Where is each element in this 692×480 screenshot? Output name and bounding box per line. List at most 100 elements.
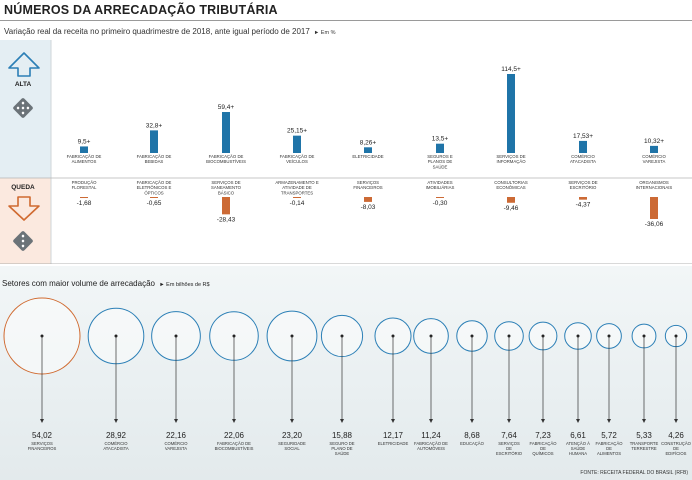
sector-category-label: COMÉRCIO VAREJISTA xyxy=(164,441,188,451)
subtitle-text: Variação real da receita no primeiro qua… xyxy=(4,27,310,36)
chart-subtitle: Variação real da receita no primeiro qua… xyxy=(4,27,335,36)
sector-title: Setores com maior volume de arrecadação … xyxy=(2,279,210,288)
alta-bar xyxy=(150,130,158,153)
sector-value-label: 12,17 xyxy=(383,431,404,440)
arrow-down-icon xyxy=(8,196,40,221)
queda-category-label: SERVIÇOS FINANCEIROS xyxy=(353,180,382,190)
alta-category-label: SERVIÇOS DE INFORMAÇÃO xyxy=(496,154,526,164)
alta-bar xyxy=(507,74,515,153)
alta-category-label: FABRICAÇÃO DE VEÍCULOS xyxy=(280,154,315,164)
page-title: NÚMEROS DA ARRECADAÇÃO TRIBUTÁRIA xyxy=(4,3,278,17)
variation-chart: ALTA QUEDA 9,5+ FABRICAÇÃO DE ALIMENTOS 32,… xyxy=(0,40,692,264)
sector-value-label: 22,06 xyxy=(224,431,245,440)
sector-leader-arrow xyxy=(429,419,433,423)
queda-value-label: -28,43 xyxy=(217,216,236,223)
queda-value-label: -0,30 xyxy=(433,200,448,207)
sector-category-label: COMÉRCIO ATACADISTA xyxy=(103,441,129,451)
alta-bar xyxy=(293,135,301,153)
alta-category-label: COMÉRCIO VAREJISTA xyxy=(642,154,666,164)
alta-bar-group: 9,5+ FABRICAÇÃO DE ALIMENTOS xyxy=(67,138,102,164)
queda-bar xyxy=(436,197,444,198)
queda-value-label: -4,37 xyxy=(576,202,591,209)
queda-bar xyxy=(579,197,587,200)
queda-value-label: -1,68 xyxy=(77,200,92,207)
alta-label: ALTA xyxy=(15,81,32,88)
queda-label: QUEDA xyxy=(11,184,35,191)
dice-icon xyxy=(13,231,33,251)
sector-leader-arrow xyxy=(174,419,178,423)
alta-value-label: 25,15+ xyxy=(287,128,307,135)
sector-leader-arrow xyxy=(674,419,678,423)
alta-bar xyxy=(80,146,88,153)
sector-leader-arrow xyxy=(507,419,511,423)
sector-leader-arrow xyxy=(232,419,236,423)
alta-bar xyxy=(579,140,587,153)
queda-bar-group: CONSULTORIAS ECONÔMICAS -9,46 xyxy=(494,180,528,212)
source-footer: FONTE: RECEITA FEDERAL DO BRASIL (RFB) xyxy=(580,470,688,476)
alta-bar-group: 8,26+ ELETRICIDADE xyxy=(352,139,383,159)
queda-bar-group: SERVIÇOS DE ESCRITÓRIO -4,37 xyxy=(568,180,597,209)
sector-value-label: 22,16 xyxy=(166,431,187,440)
sector-leader-arrow xyxy=(391,419,395,423)
sector-category-label: TRANSPORTE TERRESTRE xyxy=(630,441,659,451)
queda-value-label: -36,06 xyxy=(645,221,664,228)
alta-category-label: COMÉRCIO ATACADISTA xyxy=(570,154,596,164)
queda-bar-group: ATIVIDADES IMOBILIÁRIAS -0,30 xyxy=(426,180,455,207)
queda-bar-group: SERVIÇOS DE SANEAMENTO BÁSICO -28,43 xyxy=(211,180,242,223)
queda-category-label: CONSULTORIAS ECONÔMICAS xyxy=(494,180,528,190)
queda-bar-group: FABRICAÇÃO DE ELETRÔNICOS E ÓPTICOS -0,65 xyxy=(137,180,172,207)
queda-bar-group: SERVIÇOS FINANCEIROS -8,03 xyxy=(353,180,382,211)
alta-bar-group: 114,5+ SERVIÇOS DE INFORMAÇÃO xyxy=(496,66,526,164)
sector-category-label: FABRICAÇÃO DE QUÍMICOS xyxy=(530,441,558,456)
alta-bar-group: 32,8+ FABRICAÇÃO DE BEBIDAS xyxy=(137,122,172,164)
queda-category-label: FABRICAÇÃO DE ELETRÔNICOS E ÓPTICOS xyxy=(137,180,172,195)
sector-category-label: EDUCAÇÃO xyxy=(460,441,484,446)
alta-value-label: 17,53+ xyxy=(573,133,593,140)
arrow-up-icon xyxy=(8,52,40,77)
queda-value-label: -0,65 xyxy=(147,200,162,207)
sector-section-bg xyxy=(0,266,692,480)
sector-value-label: 15,88 xyxy=(332,431,353,440)
queda-bar xyxy=(364,197,372,202)
sector-category-label: CONSTRUÇÃO DE EDIFÍCIOS xyxy=(661,441,692,456)
sector-leader-arrow xyxy=(642,419,646,423)
queda-bar xyxy=(150,197,158,198)
queda-bar-group: PRODUÇÃO FLORESTAL -1,68 xyxy=(72,180,97,207)
sector-category-label: FABRICAÇÃO DE ALIMENTOS xyxy=(596,441,624,456)
sector-value-label: 7,64 xyxy=(501,431,517,440)
alta-bar xyxy=(650,145,658,153)
alta-value-label: 8,26+ xyxy=(360,139,377,146)
queda-category-label: SERVIÇOS DE SANEAMENTO BÁSICO xyxy=(211,180,242,195)
queda-bar-group: ORGANISMOS INTERNACIONAIS -36,06 xyxy=(636,180,673,228)
queda-bar xyxy=(507,197,515,203)
queda-bar xyxy=(80,197,88,199)
sector-category-label: SERVIÇOS DE ESCRITÓRIO xyxy=(496,441,523,456)
sector-category-label: SEGURIDADE SOCIAL xyxy=(278,441,306,451)
sector-value-label: 28,92 xyxy=(106,431,127,440)
sector-leader-arrow xyxy=(541,419,545,423)
sector-category-label: SEGURO DE PLANO DE SAÚDE xyxy=(329,441,354,456)
sector-title-unit: ► Em bilhões de R$ xyxy=(159,282,210,288)
sector-value-label: 4,26 xyxy=(668,431,684,440)
sector-title-text: Setores com maior volume de arrecadação xyxy=(2,279,155,288)
sector-value-label: 5,72 xyxy=(601,431,617,440)
queda-category-label: ATIVIDADES IMOBILIÁRIAS xyxy=(426,180,455,190)
sector-category-label: FABRICAÇÃO DE AUTOMÓVEIS xyxy=(414,441,448,451)
queda-bar xyxy=(650,197,658,219)
subtitle-unit: ► Em % xyxy=(313,30,336,36)
dice-icon xyxy=(13,98,33,118)
alta-bar xyxy=(364,147,372,153)
sector-leader-arrow xyxy=(340,419,344,423)
alta-bar-group: 25,15+ FABRICAÇÃO DE VEÍCULOS xyxy=(280,128,315,165)
